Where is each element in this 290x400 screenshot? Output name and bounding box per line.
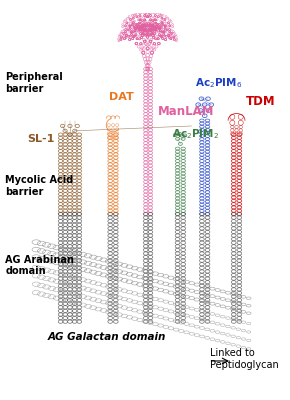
Text: TDM: TDM (246, 95, 276, 108)
Text: ManLAM: ManLAM (158, 104, 214, 118)
Text: Mycolic Acid
barrier: Mycolic Acid barrier (6, 175, 74, 197)
Text: AG Arabinan
domain: AG Arabinan domain (6, 255, 74, 276)
Text: Linked to
Peptidoglycan: Linked to Peptidoglycan (210, 348, 279, 370)
Text: Ac$_2$PIM$_6$: Ac$_2$PIM$_6$ (195, 76, 242, 90)
Text: Ac$_2$PIM$_2$: Ac$_2$PIM$_2$ (172, 128, 219, 141)
Text: SL-1: SL-1 (27, 134, 54, 144)
Text: AG Galactan domain: AG Galactan domain (48, 332, 166, 342)
Text: DAT: DAT (109, 92, 134, 102)
Text: Peripheral
barrier: Peripheral barrier (6, 72, 63, 94)
